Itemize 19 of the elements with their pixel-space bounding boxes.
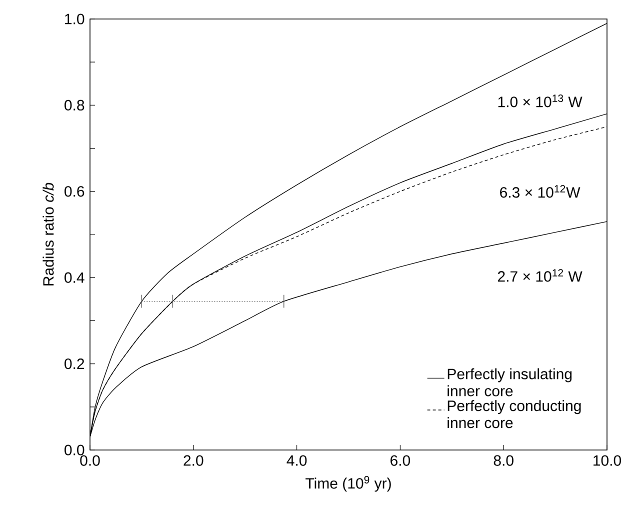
x-tick-label: 10.0 (594, 455, 622, 466)
legend-label: Perfectly insulating inner core (448, 368, 572, 396)
y-tick-label: 0.2 (64, 358, 84, 370)
annotation: 1.0 × 10$^{13}$ W (498, 94, 582, 108)
y-axis-title: Radius ratio c/b (42, 182, 54, 286)
x-tick-label: 2.0 (184, 455, 204, 466)
y-tick-label: 0.0 (64, 444, 84, 456)
y-tick-label: 0.8 (64, 100, 84, 110)
legend-label: Perfectly conducting inner core (448, 400, 581, 428)
annotation: 6.3 × 10$^{12}$W (500, 185, 580, 198)
x-tick-label: 8.0 (494, 455, 514, 466)
annotation: 2.7 × 10$^{12}$ W (498, 269, 582, 282)
x-tick-label: 0.0 (80, 455, 100, 466)
y-tick-label: 0.6 (64, 186, 84, 197)
x-tick-label: 6.0 (390, 455, 410, 466)
x-tick-label: 4.0 (286, 455, 307, 466)
y-tick-label: 0.4 (64, 272, 84, 283)
x-axis-title: Time (10$^{9}$ yr) (306, 476, 391, 492)
y-tick-label: 1.0 (65, 14, 84, 24)
